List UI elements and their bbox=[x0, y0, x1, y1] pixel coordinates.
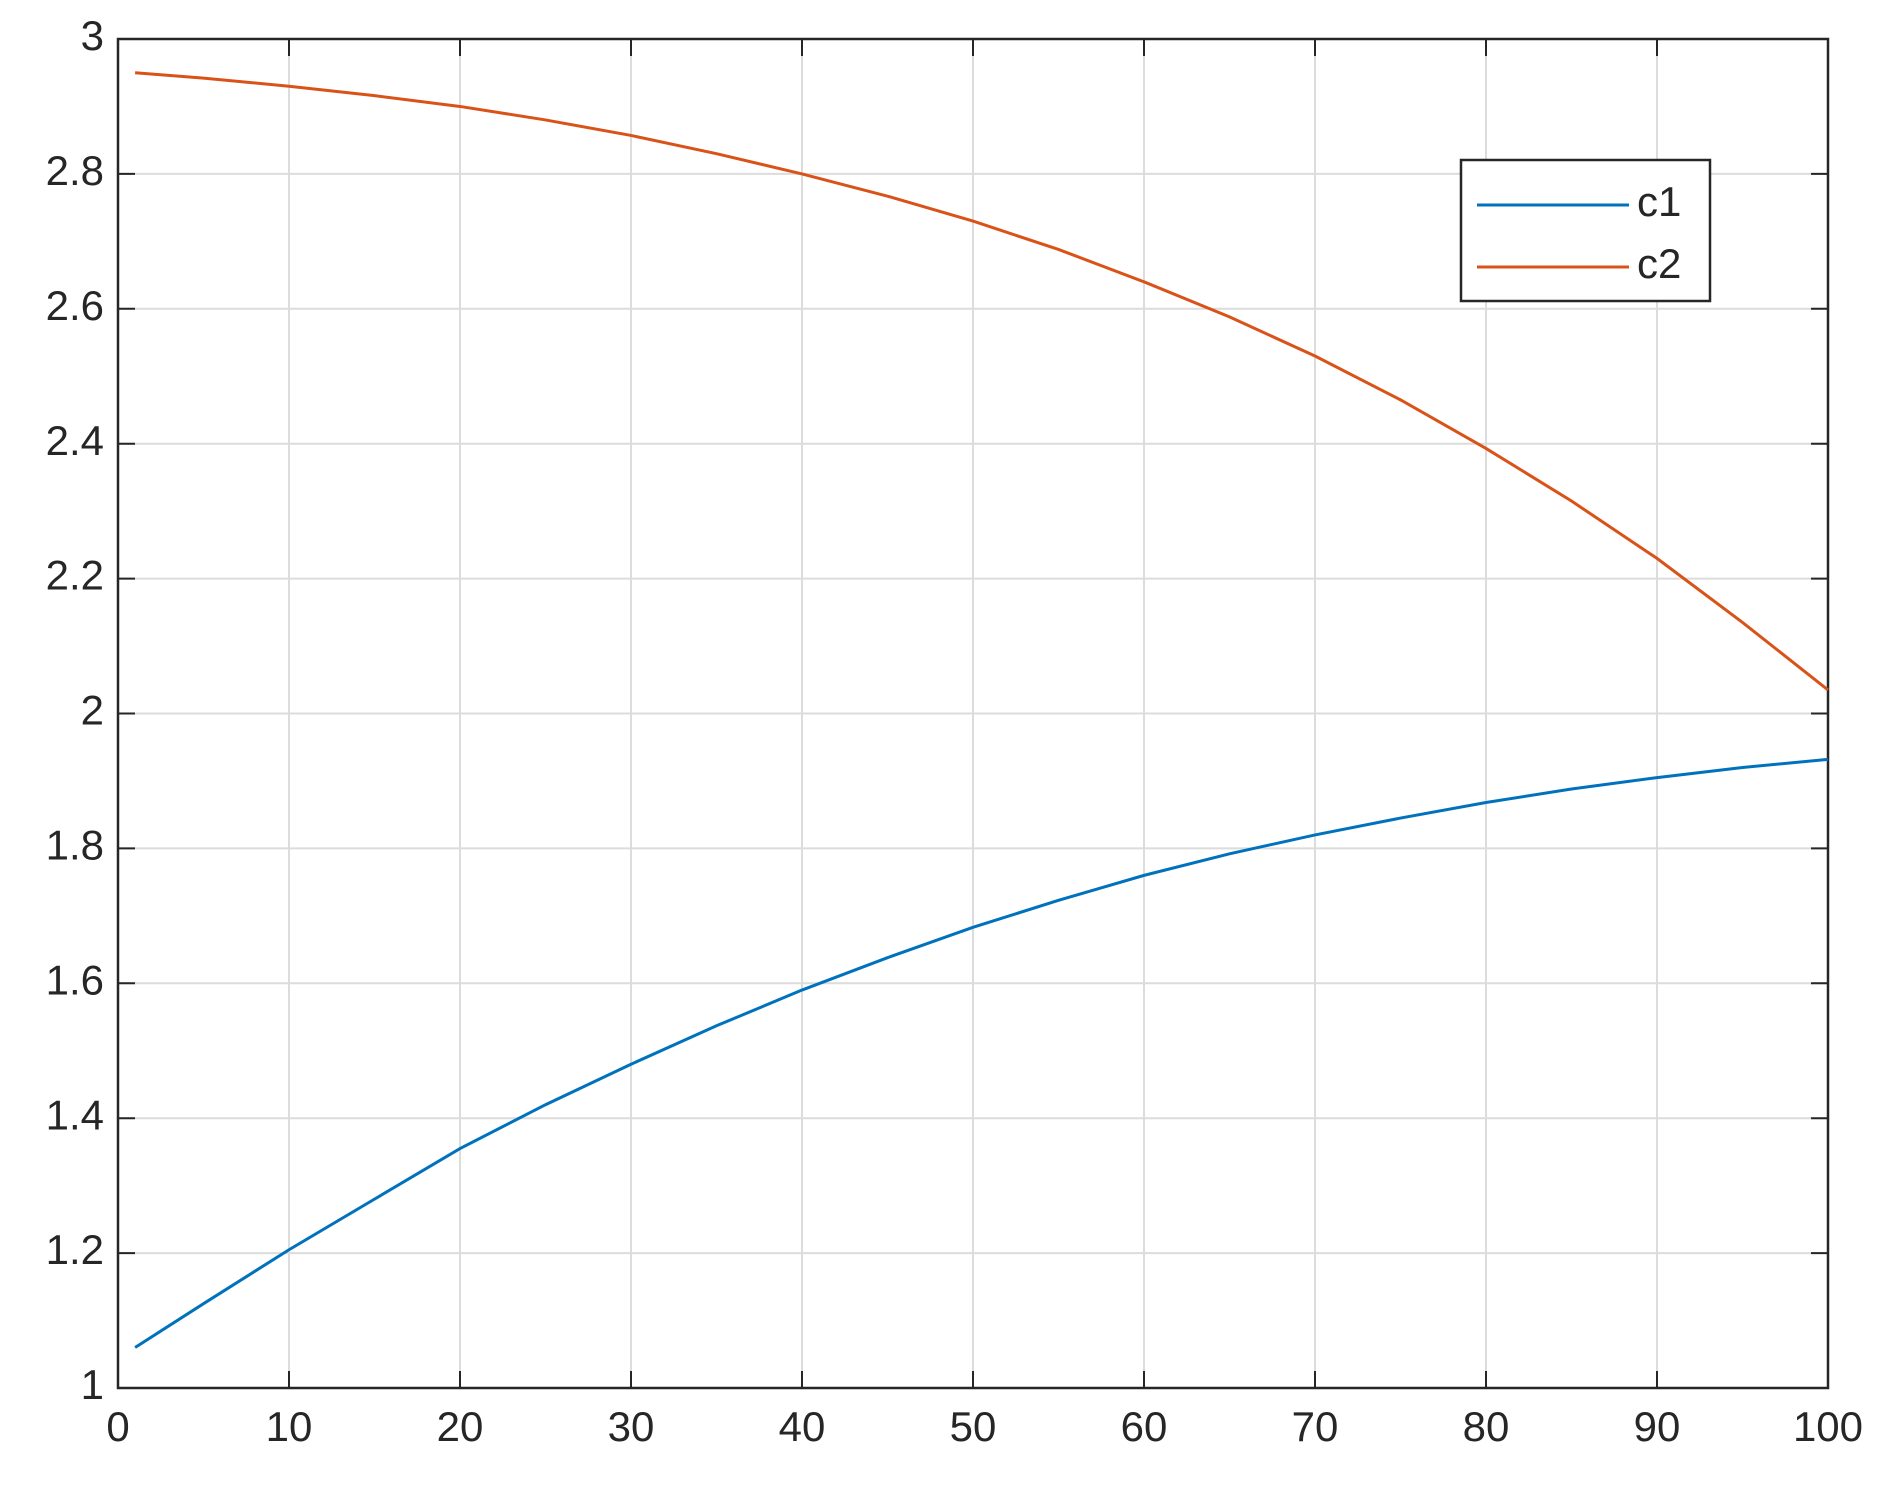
axes-box bbox=[116, 37, 1830, 1390]
x-tick-label: 20 bbox=[437, 1403, 484, 1450]
x-tick-label: 100 bbox=[1793, 1403, 1863, 1450]
y-tick-label: 1.2 bbox=[46, 1226, 104, 1273]
line-series bbox=[134, 71, 1829, 692]
legend-label: c1 bbox=[1637, 178, 1681, 225]
y-tick-label: 2.8 bbox=[46, 147, 104, 194]
x-tick-label: 70 bbox=[1292, 1403, 1339, 1450]
y-tick-label: 1 bbox=[81, 1361, 104, 1408]
x-tick-label: 10 bbox=[266, 1403, 313, 1450]
x-tick-label: 30 bbox=[608, 1403, 655, 1450]
x-tick-label: 0 bbox=[106, 1403, 129, 1450]
x-tick-label: 80 bbox=[1463, 1403, 1510, 1450]
x-tick-label: 40 bbox=[779, 1403, 826, 1450]
y-tick-label: 2.6 bbox=[46, 282, 104, 329]
x-tick-label: 50 bbox=[950, 1403, 997, 1450]
y-tick-label: 3 bbox=[81, 12, 104, 59]
legend-label: c2 bbox=[1637, 240, 1681, 287]
legend-box bbox=[1459, 158, 1712, 303]
y-tick-label: 2 bbox=[81, 687, 104, 734]
y-tick-label: 1.6 bbox=[46, 956, 104, 1003]
x-tick-label: 90 bbox=[1634, 1403, 1681, 1450]
y-tick-label: 1.4 bbox=[46, 1091, 104, 1138]
y-tick-label: 2.2 bbox=[46, 552, 104, 599]
y-tick-label: 2.4 bbox=[46, 417, 104, 464]
line-series bbox=[134, 757, 1829, 1349]
y-tick-label: 1.8 bbox=[46, 821, 104, 868]
x-tick-label: 60 bbox=[1121, 1403, 1168, 1450]
